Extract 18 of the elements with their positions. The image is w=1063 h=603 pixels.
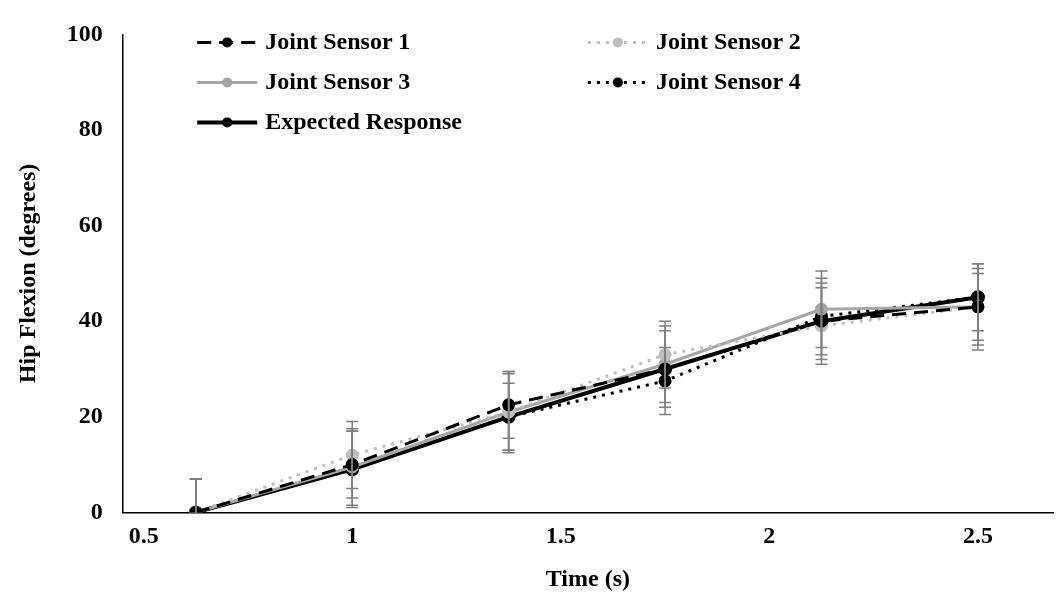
y-tick-label: 80 xyxy=(78,115,103,142)
y-axis-title: Hip Flexion (degrees) xyxy=(13,163,40,384)
y-tick-label: 60 xyxy=(78,210,103,237)
x-tick-label: 2 xyxy=(763,522,776,548)
x-tick-label: 2.5 xyxy=(962,522,993,548)
legend-label: Expected Response xyxy=(265,107,463,134)
legend-label: Joint Sensor 4 xyxy=(655,67,801,94)
x-tick-label: 1 xyxy=(346,522,359,548)
legend-label: Joint Sensor 1 xyxy=(265,27,411,54)
y-tick-label: 40 xyxy=(78,306,103,333)
y-tick-label: 20 xyxy=(78,402,103,428)
y-tick-label: 0 xyxy=(90,497,103,524)
x-axis-title: Time (s) xyxy=(545,564,631,591)
x-tick-label: 0.5 xyxy=(128,522,159,548)
legend-label: Joint Sensor 2 xyxy=(655,27,801,54)
x-tick-label: 1.5 xyxy=(545,522,576,548)
y-tick-label: 100 xyxy=(66,19,103,46)
legend-label: Joint Sensor 3 xyxy=(265,67,411,94)
